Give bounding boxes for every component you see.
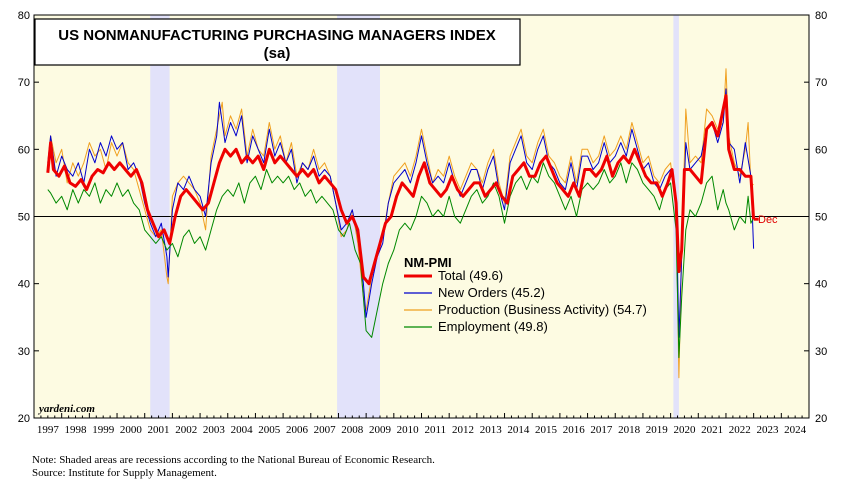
y-tick-label-right: 40 [815, 279, 827, 291]
legend-label: New Orders (45.2) [438, 285, 545, 300]
y-tick-label-left: 50 [18, 212, 30, 224]
x-tick-label: 1998 [65, 424, 88, 436]
y-tick-label-right: 50 [815, 212, 827, 224]
x-tick-label: 2016 [563, 424, 586, 436]
x-tick-label: 2011 [425, 424, 447, 436]
x-tick-label: 2023 [756, 424, 779, 436]
x-tick-label: 2014 [507, 424, 530, 436]
x-tick-label: 2005 [258, 424, 281, 436]
chart-title: US NONMANUFACTURING PURCHASING MANAGERS … [58, 27, 496, 44]
y-tick-label-right: 70 [815, 77, 827, 89]
x-tick-label: 2021 [701, 424, 723, 436]
legend-label: Employment (49.8) [438, 319, 548, 334]
y-tick-label-left: 40 [18, 279, 30, 291]
y-tick-label-right: 80 [815, 10, 827, 22]
legend-label: Production (Business Activity) (54.7) [438, 302, 647, 317]
y-tick-label-left: 80 [18, 10, 30, 22]
x-tick-label: 2004 [231, 424, 254, 436]
title-box: US NONMANUFACTURING PURCHASING MANAGERS … [34, 18, 521, 66]
y-tick-label-right: 30 [815, 346, 827, 358]
x-tick-label: 2013 [480, 424, 503, 436]
note-line: Note: Shaded areas are recessions accord… [32, 454, 435, 466]
x-tick-label: 2000 [120, 424, 143, 436]
x-tick-label: 2003 [203, 424, 226, 436]
x-tick-label: 2019 [646, 424, 669, 436]
y-tick-label-right: 20 [815, 413, 827, 425]
x-tick-label: 2006 [286, 424, 309, 436]
last-point-label: Dec [758, 214, 778, 226]
y-tick-label-left: 60 [18, 144, 30, 156]
x-tick-label: 2001 [148, 424, 170, 436]
x-tick-label: 2007 [314, 424, 337, 436]
x-tick-label: 2018 [618, 424, 641, 436]
x-tick-label: 2024 [784, 424, 807, 436]
series-line [47, 68, 754, 379]
chart-subtitle: (sa) [264, 45, 291, 62]
series-line [46, 94, 756, 286]
series-lines-group [46, 68, 759, 379]
y-tick-label-left: 30 [18, 346, 30, 358]
legend: NM-PMI Total (49.6) New Orders (45.2) Prod… [404, 255, 647, 334]
y-axis-right: 20 30 40 50 60 70 80 [804, 10, 827, 425]
x-tick-label: 1999 [92, 424, 115, 436]
x-tick-label: 2020 [673, 424, 696, 436]
x-tick-label: 2002 [175, 424, 197, 436]
legend-title: NM-PMI [404, 255, 452, 270]
x-tick-label: 1997 [37, 424, 60, 436]
series-line [47, 162, 755, 359]
x-tick-label: 2012 [452, 424, 474, 436]
x-axis: 1997 1998 1999 2000 2001 2002 2003 2004 2005 2006… [33, 413, 807, 436]
x-tick-label: 2022 [729, 424, 751, 436]
legend-label: Total (49.6) [438, 268, 503, 283]
x-tick-label: 2017 [590, 424, 613, 436]
x-tick-label: 2010 [397, 424, 420, 436]
source-line: Source: Institute for Supply Management. [32, 467, 217, 479]
watermark: yardeni.com [37, 403, 95, 415]
x-tick-label: 2008 [341, 424, 364, 436]
y-tick-label-right: 60 [815, 144, 827, 156]
x-tick-label: 2009 [369, 424, 392, 436]
series-line [47, 88, 755, 338]
y-tick-label-left: 20 [18, 413, 30, 425]
x-tick-label: 2015 [535, 424, 558, 436]
y-axis-left: 20 30 40 50 60 70 80 [18, 10, 39, 425]
y-tick-label-left: 70 [18, 77, 30, 89]
